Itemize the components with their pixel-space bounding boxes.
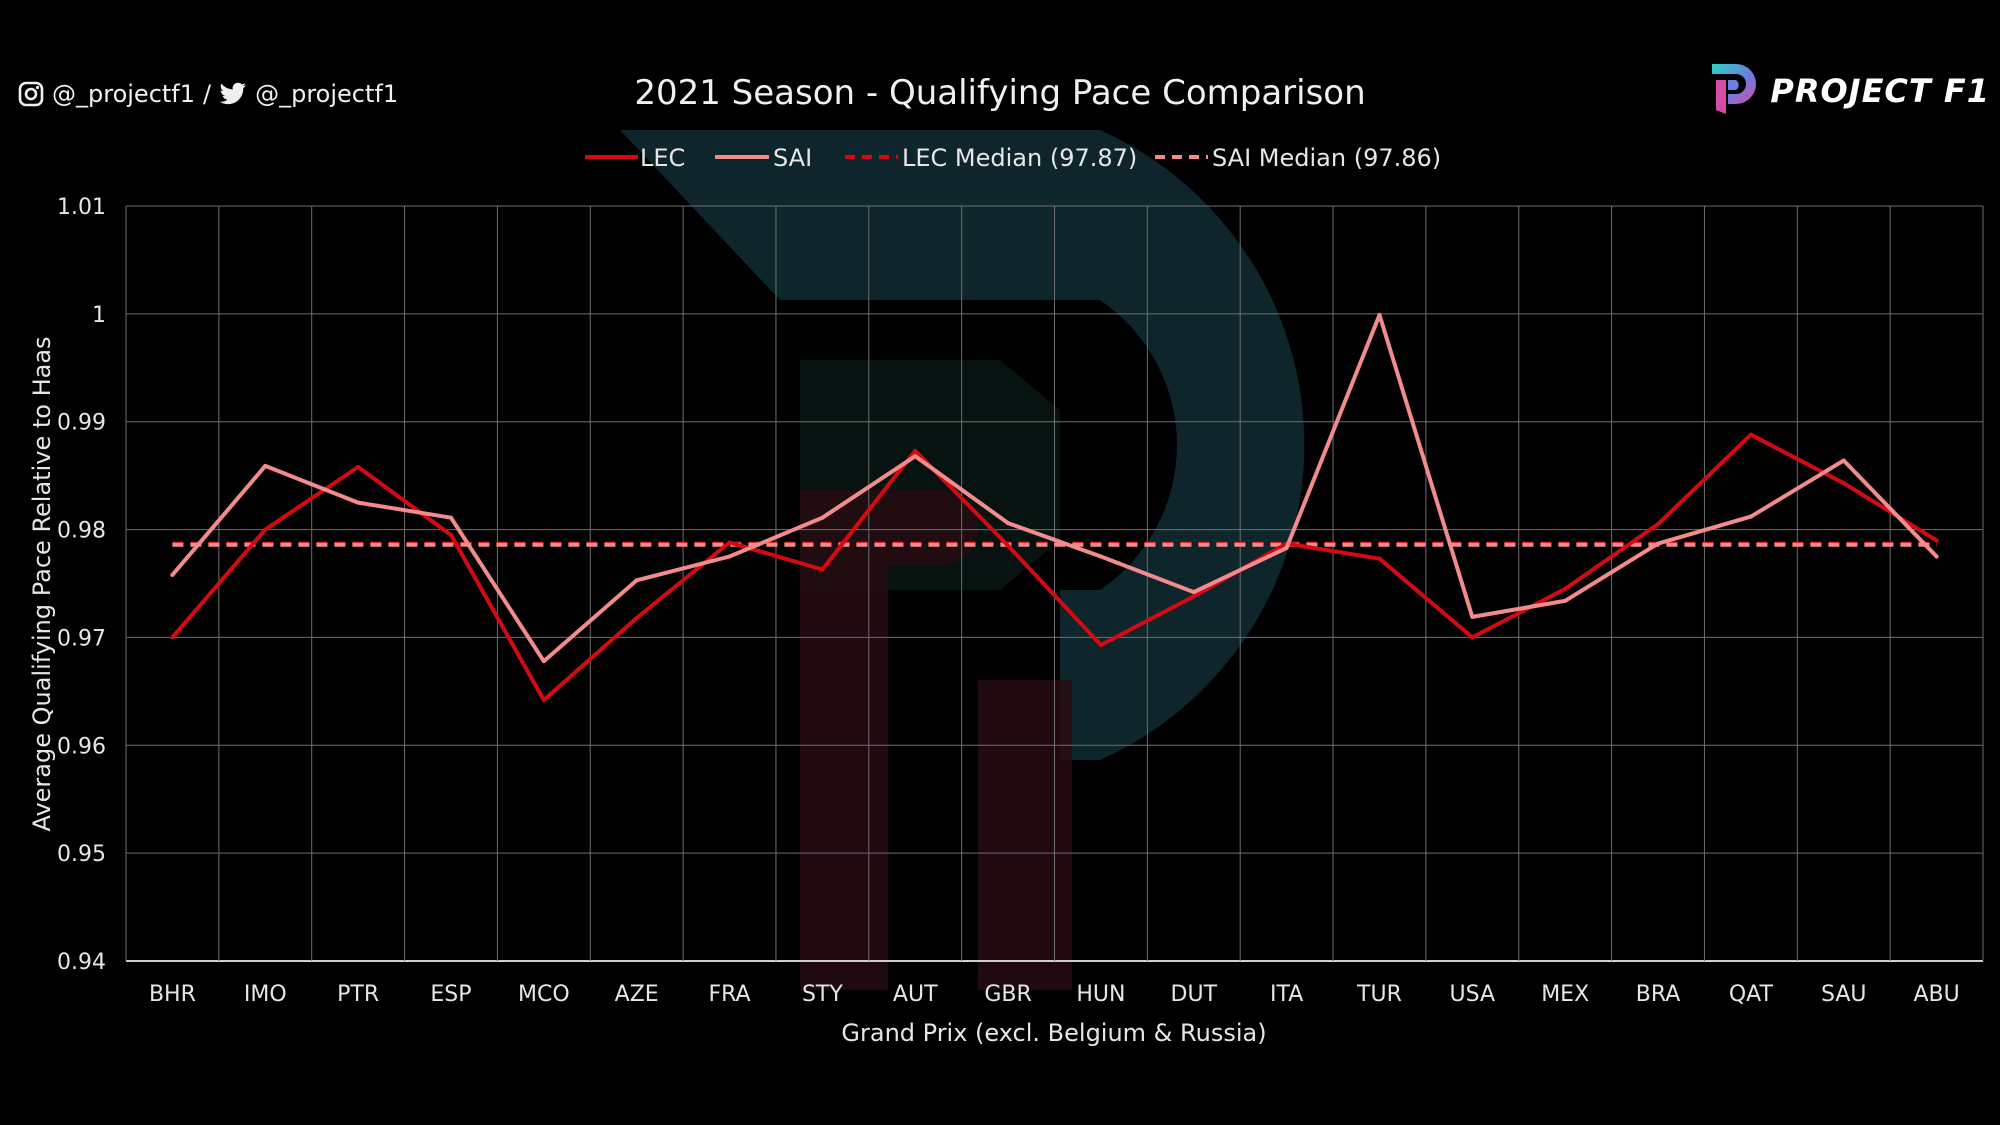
y-tick-label: 0.98: [57, 519, 106, 544]
x-tick-label: AZE: [615, 982, 659, 1007]
x-tick-label: ABU: [1913, 982, 1959, 1007]
x-tick-label: SAU: [1821, 982, 1867, 1007]
series-line-sai: [170, 312, 1939, 664]
y-tick-label: 1.01: [57, 195, 106, 220]
data-point-sai: [820, 515, 825, 520]
data-point-sai: [356, 500, 361, 505]
data-point-lec: [1470, 635, 1475, 640]
legend-label-sai-median: SAI Median (97.86): [1212, 144, 1441, 172]
data-point-lec: [1748, 432, 1753, 437]
data-point-sai: [1748, 514, 1753, 519]
social-handles: @_projectf1 / @_projectf1: [18, 76, 398, 112]
data-point-lec: [356, 465, 361, 470]
x-tick-label: HUN: [1076, 982, 1125, 1007]
data-point-sai: [1656, 541, 1661, 546]
x-tick-label: QAT: [1729, 982, 1774, 1007]
y-tick-label: 0.95: [57, 842, 106, 867]
data-point-lec: [1563, 586, 1568, 591]
x-tick-label: DUT: [1171, 982, 1218, 1007]
x-tick-label: IMO: [244, 982, 287, 1007]
data-point-sai: [1934, 554, 1939, 559]
data-point-lec: [1006, 543, 1011, 548]
data-point-sai: [448, 515, 453, 520]
data-point-lec: [913, 448, 918, 453]
x-tick-label: FRA: [708, 982, 750, 1007]
data-point-lec: [727, 540, 732, 545]
y-tick-label: 0.99: [57, 411, 106, 436]
data-point-sai: [1284, 545, 1289, 550]
x-tick-label: BRA: [1636, 982, 1681, 1007]
chart-title: 2021 Season - Qualifying Pace Comparison: [634, 73, 1365, 113]
data-point-sai: [263, 463, 268, 468]
x-tick-label: AUT: [893, 982, 938, 1007]
data-point-sai: [634, 578, 639, 583]
data-point-lec: [263, 527, 268, 532]
x-tick-label: MCO: [518, 982, 570, 1007]
data-point-sai: [1470, 614, 1475, 619]
data-point-lec: [820, 567, 825, 572]
data-point-sai: [170, 572, 175, 577]
data-point-sai: [1006, 521, 1011, 526]
data-point-lec: [1377, 556, 1382, 561]
x-tick-label: BHR: [149, 982, 196, 1007]
legend-item-lec-median: LEC Median (97.87): [845, 144, 1137, 172]
y-tick-label: 1: [92, 303, 106, 328]
handle-separator: /: [203, 80, 212, 108]
data-point-lec: [170, 635, 175, 640]
data-point-lec: [1191, 594, 1196, 599]
series-line-lec: [170, 432, 1939, 702]
data-point-sai: [913, 454, 918, 459]
y-tick-label: 0.94: [57, 950, 106, 975]
legend-item-sai-median: SAI Median (97.86): [1155, 144, 1441, 172]
data-point-sai: [1841, 458, 1846, 463]
y-tick-label: 0.96: [57, 734, 106, 759]
legend-label-sai: SAI: [773, 144, 812, 172]
data-point-lec: [1934, 538, 1939, 543]
instagram-icon: [18, 81, 44, 107]
legend-label-lec: LEC: [640, 144, 685, 172]
legend: LEC SAI LEC Median (97.87) SAI Median (9…: [585, 144, 1441, 172]
data-point-sai: [727, 554, 732, 559]
data-point-lec: [1656, 522, 1661, 527]
data-point-sai: [1098, 554, 1103, 559]
x-axis-title: Grand Prix (excl. Belgium & Russia): [841, 1019, 1266, 1047]
data-point-lec: [1841, 481, 1846, 486]
data-point-lec: [634, 616, 639, 621]
x-tick-label: MEX: [1541, 982, 1589, 1007]
x-tick-label: TUR: [1356, 982, 1402, 1007]
data-point-sai: [1563, 598, 1568, 603]
x-tick-label: GBR: [984, 982, 1031, 1007]
twitter-handle: @_projectf1: [255, 80, 399, 108]
data-point-sai: [1377, 312, 1382, 317]
x-tick-label: STY: [802, 982, 843, 1007]
x-tick-label: ITA: [1270, 982, 1303, 1007]
data-point-lec: [541, 697, 546, 702]
legend-label-lec-median: LEC Median (97.87): [902, 144, 1137, 172]
instagram-handle: @_projectf1: [52, 80, 196, 108]
data-point-lec: [448, 532, 453, 537]
data-point-lec: [1098, 642, 1103, 647]
twitter-icon: [219, 82, 247, 106]
y-tick-label: 0.97: [57, 626, 106, 651]
x-tick-label: PTR: [337, 982, 379, 1007]
project-f1-logo: PROJECT F1: [1706, 60, 1990, 122]
legend-item-sai: SAI: [715, 144, 812, 172]
x-tick-label: ESP: [430, 982, 471, 1007]
data-point-sai: [1191, 590, 1196, 595]
legend-item-lec: LEC: [585, 144, 685, 172]
data-point-sai: [541, 659, 546, 664]
logo-text: PROJECT F1: [1770, 72, 1990, 110]
pf1-logo-icon: [1706, 60, 1760, 122]
x-tick-label: USA: [1450, 982, 1496, 1007]
y-axis-title: Average Qualifying Pace Relative to Haas: [28, 336, 56, 831]
